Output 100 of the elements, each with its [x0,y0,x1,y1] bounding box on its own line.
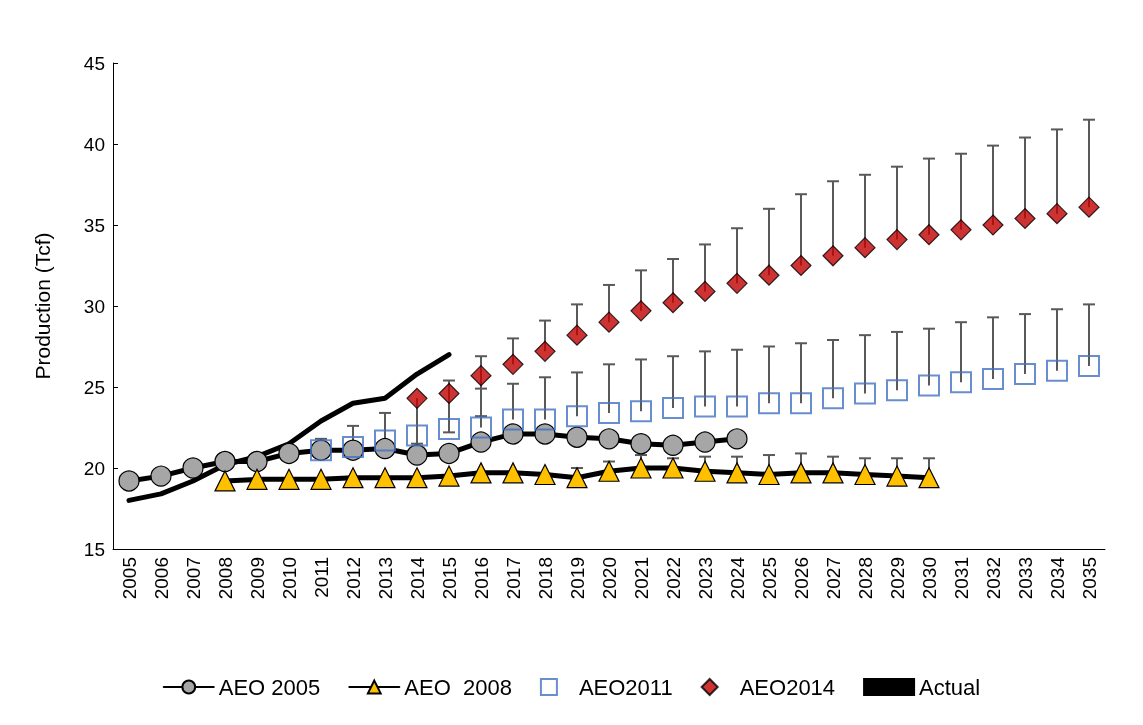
point [758,392,780,415]
point [950,371,972,394]
point [790,462,812,484]
point [886,379,908,402]
x-tick-label: 2022 [662,557,684,600]
point [438,418,460,441]
point [374,429,396,452]
point [502,408,524,431]
point [534,408,556,431]
point [982,367,1004,390]
point [598,311,620,333]
x-tick-label: 2031 [950,557,972,600]
point [406,467,428,489]
x-tick-label: 2013 [374,557,396,600]
x-tick-label: 2028 [854,557,876,600]
point [726,428,748,450]
x-tick-label: 2009 [246,557,268,600]
x-tick-label: 2011 [310,557,332,598]
x-tick-label: 2024 [726,556,748,600]
point [342,467,364,489]
point [854,463,876,486]
point [630,457,652,479]
point [566,324,588,346]
point [822,387,844,410]
point [278,442,300,465]
point [662,397,684,420]
point [118,470,140,492]
x-tick-label: 2016 [470,557,492,600]
point [662,292,684,314]
y-tick-label: 20 [83,457,105,479]
x-tick-label: 2025 [758,557,780,600]
point [854,237,876,259]
point [214,450,236,473]
x-tick-label: 2030 [918,557,940,600]
x-tick-label: 2026 [790,557,812,600]
legend-label: AEO2011 [578,674,673,700]
x-tick-label: 2007 [182,557,204,600]
point [918,224,940,246]
point [886,465,908,487]
point [630,300,652,322]
legend-label: AEO 2008 [404,674,512,700]
x-tick-label: 2034 [1046,556,1068,600]
point [438,465,460,487]
point [438,442,460,465]
point [726,272,748,294]
point [726,395,748,418]
point [630,400,652,423]
x-tick-label: 2017 [502,557,524,600]
x-tick-label: 2029 [886,557,908,600]
point [438,382,460,405]
point [406,387,428,409]
point [278,468,300,490]
x-tick-label: 2033 [1014,557,1036,600]
x-tick-label: 2010 [278,557,300,600]
point [470,416,492,439]
point [182,457,204,479]
x-tick-label: 2015 [438,557,460,600]
legend-label: Actual [919,674,981,700]
point [214,470,236,492]
y-axis-title: Production (Tcf) [31,232,54,380]
x-tick-label: 2012 [342,557,364,600]
point [470,365,492,387]
point [566,467,588,489]
point [406,444,428,466]
point [310,468,332,490]
point [374,467,396,489]
point [726,462,748,484]
point [1046,203,1068,225]
x-tick-label: 2008 [214,557,236,600]
x-tick-label: 2005 [118,557,140,600]
point [694,395,716,418]
point [662,434,684,456]
y-tick-label: 35 [83,214,105,236]
x-tick-label: 2014 [406,556,428,600]
point [406,424,428,447]
point [1078,196,1100,218]
point [822,462,844,484]
point [790,392,812,415]
point [790,254,812,277]
point [886,228,908,251]
point [1046,359,1068,382]
point [694,431,716,453]
point [854,382,876,405]
legend-label: AEO 2005 [218,674,321,700]
point [918,374,940,397]
x-tick-label: 2032 [982,557,1004,600]
x-tick-label: 2018 [534,557,556,600]
point [598,428,620,450]
point [534,463,556,486]
point [694,280,716,303]
y-tick-label: 40 [83,133,105,155]
point [246,450,268,473]
point [1014,207,1036,230]
x-tick-label: 2019 [566,557,588,600]
point [502,462,524,484]
point [662,457,684,479]
x-tick-label: 2023 [694,557,716,600]
point [502,353,524,375]
point [758,264,780,286]
point [598,460,620,482]
